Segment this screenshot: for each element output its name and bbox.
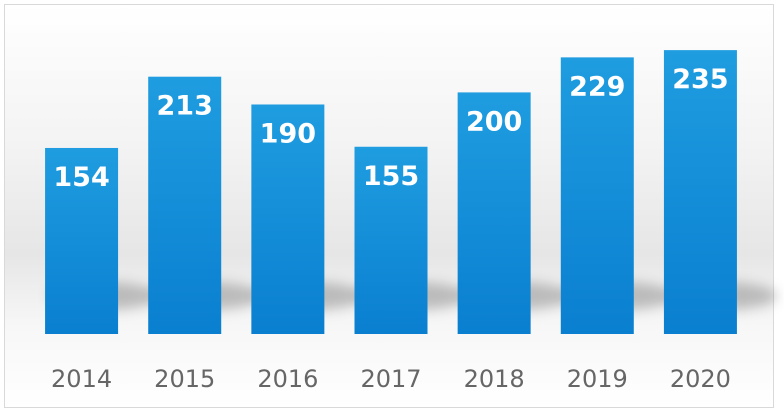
x-tick-label-2018: 2018 [464, 365, 525, 393]
x-tick-label-2014: 2014 [51, 365, 112, 393]
bar-2015 [148, 76, 222, 335]
x-tick-label-2016: 2016 [257, 365, 318, 393]
x-axis-ticks: 2014 2015 2016 2017 2018 2019 2020 [51, 365, 731, 393]
data-label-2019: 229 [569, 71, 625, 102]
bar-2020 [663, 50, 737, 335]
bar-2019 [560, 57, 634, 334]
data-label-2018: 200 [466, 106, 522, 137]
x-tick-label-2015: 2015 [154, 365, 215, 393]
x-tick-label-2019: 2019 [567, 365, 628, 393]
x-tick-label-2020: 2020 [670, 365, 731, 393]
data-label-2016: 190 [260, 118, 316, 149]
data-label-2014: 154 [53, 162, 109, 193]
data-label-2017: 155 [363, 161, 419, 192]
bar-2018 [457, 92, 531, 335]
bar-2014 [45, 147, 119, 334]
x-tick-label-2017: 2017 [360, 365, 421, 393]
data-labels: 154 213 190 155 200 229 235 [53, 64, 728, 193]
data-label-2020: 235 [672, 64, 728, 95]
data-label-2015: 213 [157, 91, 213, 122]
bar-2016 [251, 104, 325, 334]
bar-2017 [354, 146, 428, 334]
bars [45, 50, 737, 335]
